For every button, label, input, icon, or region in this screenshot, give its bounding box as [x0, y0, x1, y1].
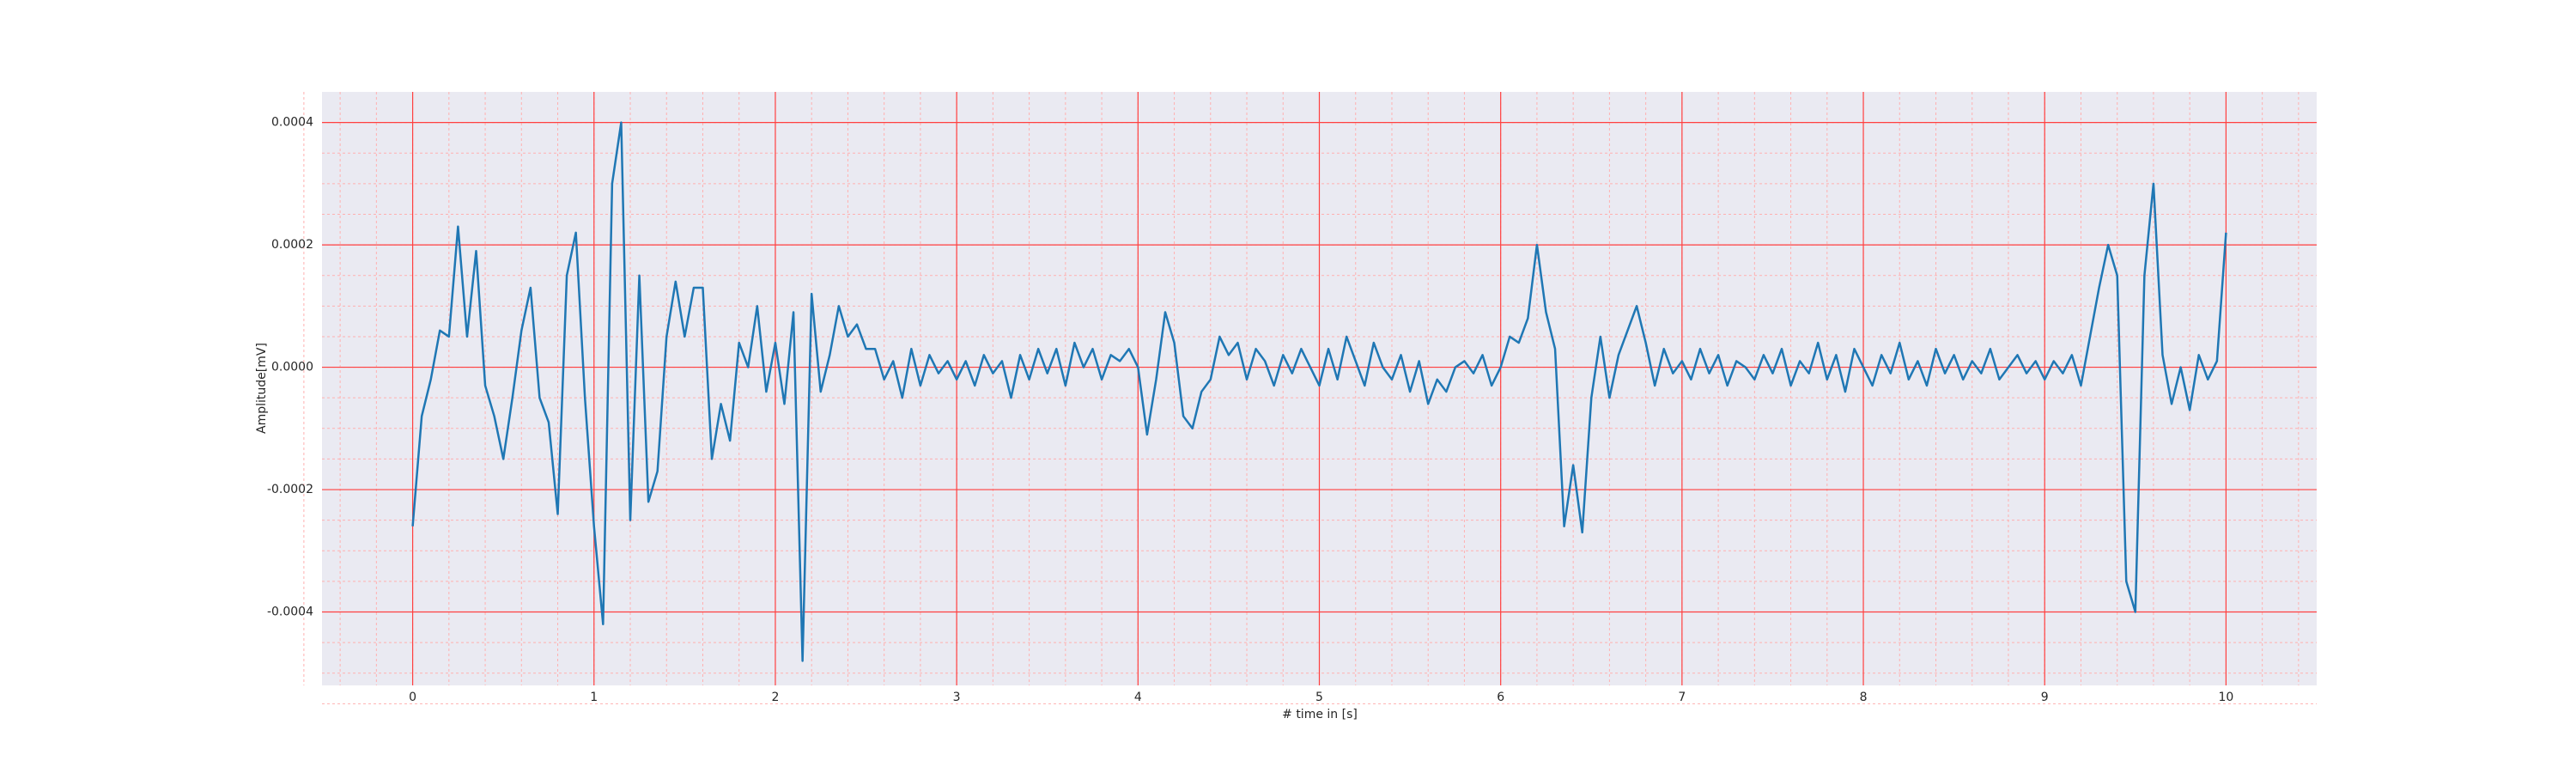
x-tick-label: 1: [590, 691, 598, 704]
x-tick-label: 7: [1678, 691, 1686, 704]
x-axis-label: # time in [s]: [1282, 708, 1358, 721]
x-tick-label: 6: [1497, 691, 1504, 704]
y-tick-label: 0.0002: [271, 238, 313, 252]
x-tick-label: 2: [771, 691, 779, 704]
y-tick-label: 0.0000: [271, 361, 313, 374]
y-tick-label: -0.0004: [267, 606, 313, 619]
x-tick-label: 10: [2218, 691, 2233, 704]
x-tick-label: 5: [1315, 691, 1323, 704]
x-tick-label: 3: [953, 691, 961, 704]
y-tick-label: -0.0002: [267, 483, 313, 496]
y-tick-label: 0.0004: [271, 116, 313, 130]
y-axis-label: Amplitude[mV]: [255, 343, 269, 434]
x-tick-label: 8: [1860, 691, 1868, 704]
x-tick-label: 9: [2041, 691, 2049, 704]
signal-line: [411, 121, 2227, 662]
x-tick-label: 4: [1134, 691, 1142, 704]
x-tick-label: 0: [409, 691, 416, 704]
